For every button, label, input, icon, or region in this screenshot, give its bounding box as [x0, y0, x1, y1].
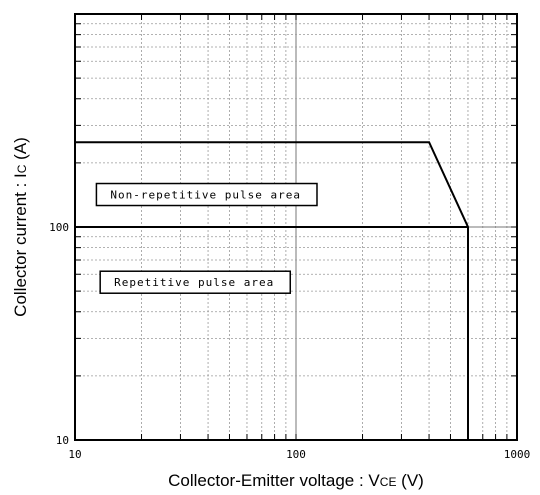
annotation-label: Non-repetitive pulse area — [110, 189, 301, 202]
y-tick-label: 100 — [49, 221, 69, 234]
x-tick-label: 1000 — [504, 448, 531, 461]
x-tick-label: 10 — [68, 448, 81, 461]
y-tick-label: 10 — [56, 434, 69, 447]
annotation-box — [95, 182, 318, 207]
y-axis-title: Collector current : IC (A) — [11, 137, 30, 317]
x-axis-title: Collector-Emitter voltage : VCE (V) — [168, 471, 424, 490]
annotation-1: Non-repetitive pulse area — [95, 182, 318, 207]
series-layer — [75, 141, 469, 440]
annotation-box — [99, 270, 292, 294]
annotation-label: Repetitive pulse area — [114, 276, 274, 289]
annotations: Non-repetitive pulse area Repetitive puls… — [95, 182, 318, 294]
tick-labels: 10 100 1000 10 100 — [49, 221, 530, 461]
annotation-2: Repetitive pulse area — [99, 270, 292, 294]
x-tick-label: 100 — [286, 448, 306, 461]
series-line-1 — [75, 141, 469, 440]
